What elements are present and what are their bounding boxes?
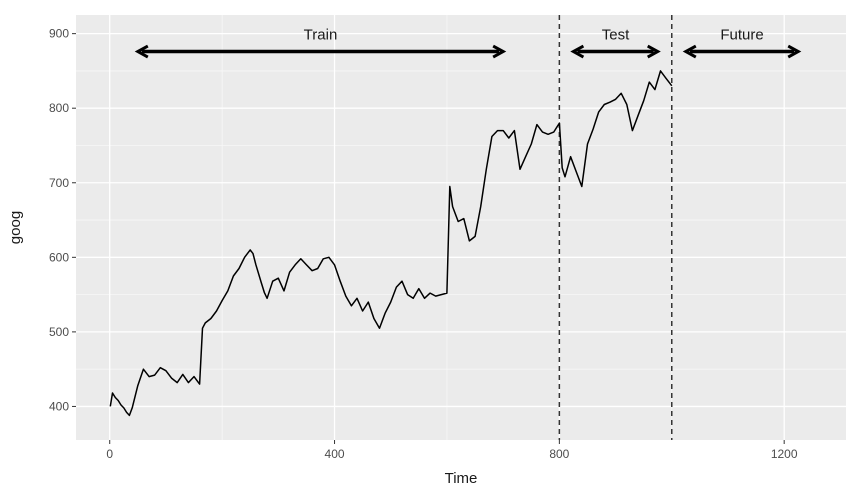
annotation-label: Test bbox=[602, 27, 630, 44]
y-tick-label: 500 bbox=[49, 325, 69, 339]
y-tick-label: 400 bbox=[49, 399, 69, 413]
arrow-head-left bbox=[682, 44, 697, 59]
y-tick-label: 700 bbox=[49, 176, 69, 190]
arrow-head-right bbox=[787, 44, 802, 59]
vertical-split-lines bbox=[558, 15, 673, 440]
y-axis-title: goog bbox=[7, 211, 24, 244]
y-axis-ticks: 400 500 600 700 800 900 bbox=[49, 27, 76, 413]
y-tick-label: 600 bbox=[49, 250, 69, 264]
y-tick-label: 800 bbox=[49, 101, 69, 115]
x-tick-label: 0 bbox=[106, 447, 113, 461]
x-axis-title: Time bbox=[445, 470, 478, 487]
annotation-label: Train bbox=[304, 27, 338, 44]
arrow-head-left bbox=[134, 44, 149, 59]
arrow-head-right bbox=[646, 44, 661, 59]
plot-panel bbox=[76, 15, 846, 440]
y-tick-label: 900 bbox=[49, 27, 69, 41]
x-tick-label: 1200 bbox=[771, 447, 798, 461]
arrow-head-right bbox=[492, 44, 507, 59]
x-tick-label: 800 bbox=[549, 447, 569, 461]
region-annotations: Train Test Future bbox=[134, 27, 802, 59]
arrow-head-left bbox=[570, 44, 585, 59]
x-tick-label: 400 bbox=[325, 447, 345, 461]
x-axis-ticks: 0 400 800 1200 bbox=[106, 440, 798, 461]
series-line-goog bbox=[109, 70, 673, 417]
grid-major bbox=[76, 15, 846, 440]
annotation-label: Future bbox=[720, 27, 763, 44]
